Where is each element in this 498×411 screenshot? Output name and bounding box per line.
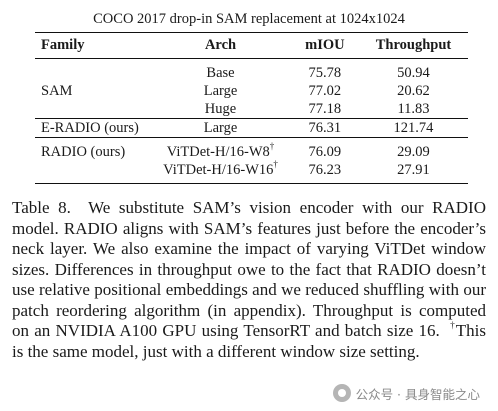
cell-arch: Large (203, 83, 238, 99)
cell-family (35, 161, 151, 184)
arch-label: ViTDet-H/16-W8 (166, 144, 270, 160)
cell-arch: Large (150, 118, 291, 138)
header-miou: mIOU (290, 32, 359, 59)
arch-label: ViTDet-H/16-W16 (163, 162, 274, 178)
header-family: Family (35, 32, 151, 59)
cell-family: SAM (41, 83, 73, 99)
caption-label: Table 8. (12, 198, 71, 217)
cell-throughput: 121.74 (358, 118, 468, 138)
caption-dagger: † (450, 320, 456, 331)
cell-miou: 77.18 (308, 101, 342, 117)
table-header-row: Family Arch mIOU Throughput (35, 32, 468, 59)
cell-miou: 75.78 (308, 65, 342, 81)
cell-throughput: 29.09 (358, 137, 468, 161)
caption-footnote: This is the same model, just with a diff… (12, 321, 487, 361)
cell-throughput: 50.94 (397, 65, 430, 81)
cell-arch: ViTDet-H/16-W16† (150, 159, 291, 184)
table-title: COCO 2017 drop-in SAM replacement at 102… (93, 11, 405, 27)
caption-body: We substitute SAM’s vision encoder with … (12, 198, 486, 340)
cell-miou: 76.09 (290, 137, 359, 161)
table-row: E-RADIO (ours) Large 76.31 121.74 (35, 118, 468, 138)
cell-family: E-RADIO (ours) (35, 118, 151, 138)
watermark-text: 公众号 · 具身智能之心 (355, 386, 480, 402)
dagger-mark: † (269, 141, 275, 152)
cell-throughput: 11.83 (397, 101, 430, 117)
cell-family (35, 100, 150, 119)
header-throughput: Throughput (358, 32, 468, 59)
table-caption: Table 8. We substitute SAM’s vision enco… (12, 198, 486, 362)
dagger-mark: † (273, 159, 278, 170)
cell-miou: 76.31 (290, 118, 359, 138)
wechat-icon (332, 384, 351, 402)
cell-arch: Huge (204, 101, 237, 117)
header-arch: Arch (150, 32, 291, 59)
cell-family (35, 59, 150, 83)
cell-miou: 77.02 (308, 83, 342, 99)
table-row: RADIO (ours) ViTDet-H/16-W8† 76.09 29.09 (35, 137, 468, 161)
cell-arch: Base (206, 65, 235, 81)
table-row: SAM Large 77.02 20.62 (35, 82, 468, 100)
cell-throughput: 27.91 (358, 161, 468, 184)
table-row: Base 75.78 50.94 (35, 59, 468, 83)
results-table: Family Arch mIOU Throughput Base 75.78 5… (35, 32, 468, 184)
table-row: ViTDet-H/16-W16† 76.23 27.91 (35, 159, 468, 184)
table-row: Huge 77.18 11.83 (35, 100, 468, 119)
cell-family: RADIO (ours) (35, 137, 151, 161)
watermark: 公众号 · 具身智能之心 (332, 382, 480, 404)
cell-miou: 76.23 (290, 161, 359, 184)
cell-throughput: 20.62 (397, 83, 430, 99)
cell-arch: ViTDet-H/16-W8† (150, 137, 291, 161)
